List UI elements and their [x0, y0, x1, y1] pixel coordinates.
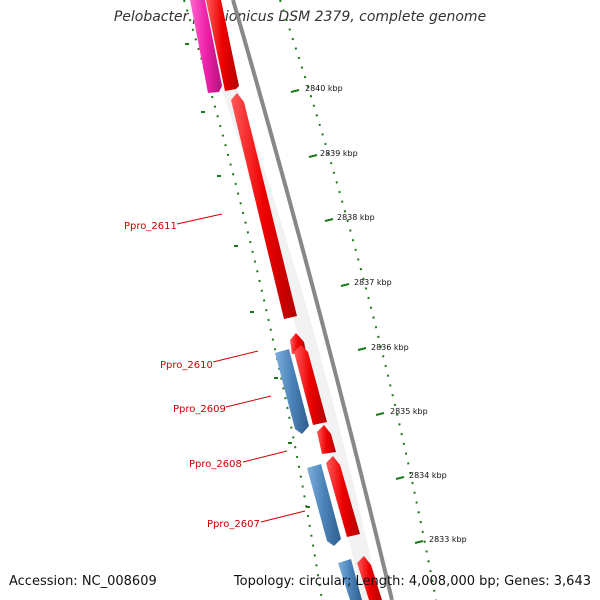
gene-arrow[interactable]: [317, 425, 336, 454]
gene-label: Ppro_2611: [124, 221, 177, 232]
gene-arrow[interactable]: [275, 349, 309, 434]
gene-arrow[interactable]: [190, 0, 222, 93]
gene-label: Ppro_2608: [189, 459, 242, 470]
scale-label: 2838 kbp: [337, 213, 375, 222]
gene-label: Ppro_2607: [207, 519, 260, 530]
gene-label: Ppro_2609: [173, 404, 226, 415]
genome-summary-text: Topology: circular; Length: 4,008,000 bp…: [233, 574, 591, 589]
gene-arrow[interactable]: [307, 464, 341, 546]
scale-label: 2837 kbp: [354, 278, 392, 287]
scale-label: 2839 kbp: [320, 149, 358, 158]
gene-arrow[interactable]: [357, 556, 382, 600]
inner-tick-track: [183, 0, 323, 600]
accession-text: Accession: NC_008609: [9, 574, 157, 589]
scale-label: 2836 kbp: [371, 343, 409, 352]
scale-label: 2835 kbp: [390, 407, 428, 416]
scale-label: 2834 kbp: [409, 471, 447, 480]
scale-label: 2840 kbp: [305, 84, 343, 93]
gene-arrow[interactable]: [231, 93, 297, 319]
genome-backbone: [231, 0, 394, 600]
gene-arrow[interactable]: [338, 559, 362, 600]
gene-label-lines: [176, 213, 306, 523]
gene-label: Ppro_2610: [160, 360, 213, 371]
gene-arrow[interactable]: [326, 456, 360, 537]
inner-major-ticks: [185, 43, 310, 508]
gene-arrow[interactable]: [294, 345, 327, 425]
gene-arrow[interactable]: [206, 0, 239, 91]
outer-major-ticks: [290, 89, 424, 544]
scale-label: 2833 kbp: [429, 535, 467, 544]
